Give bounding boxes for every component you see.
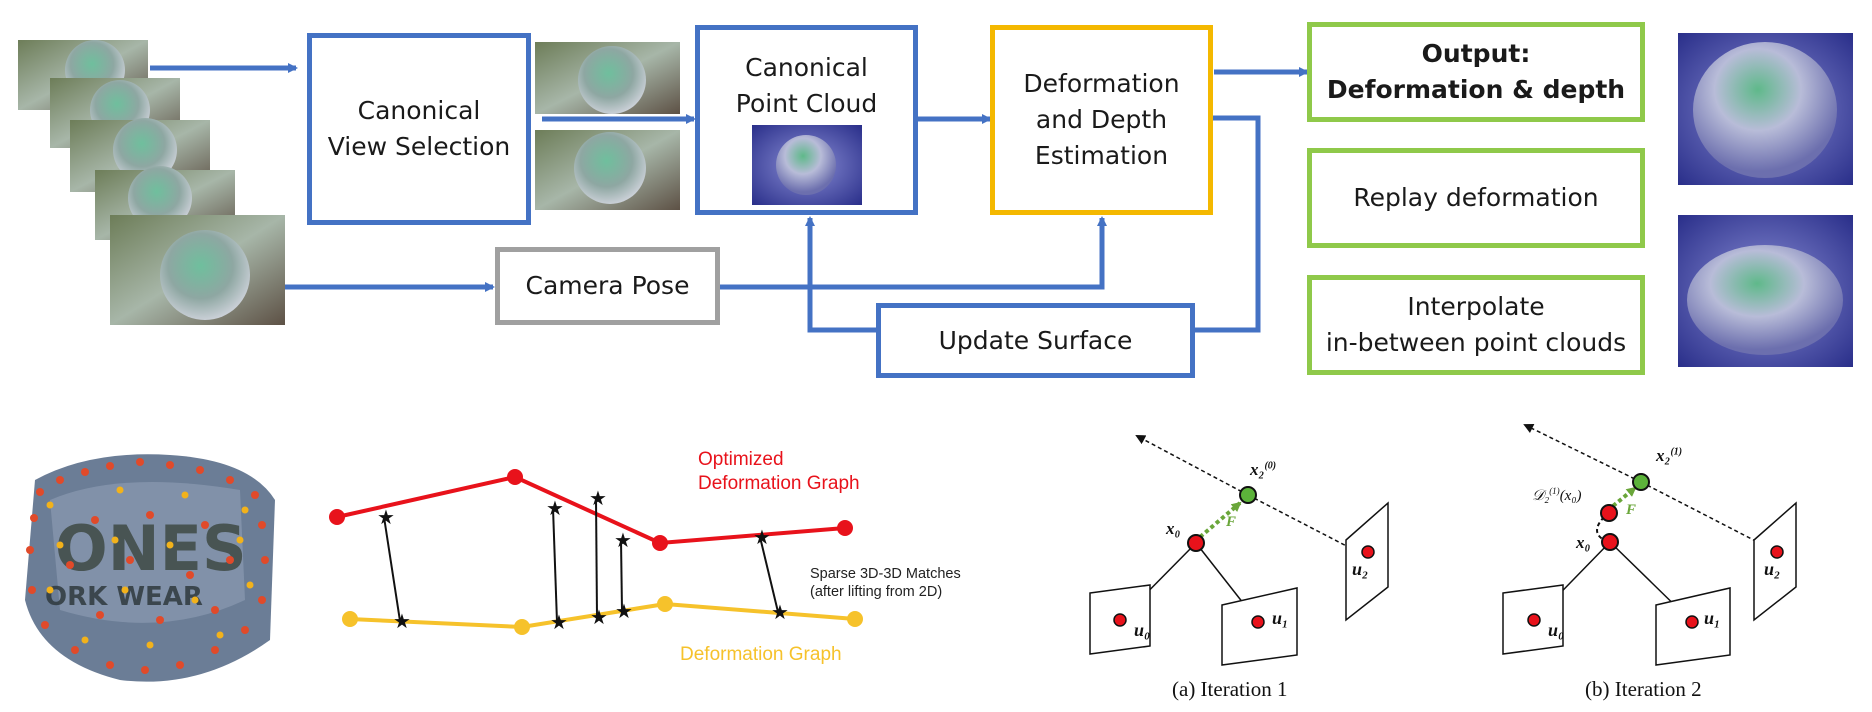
iteration-1-diagram — [1089, 435, 1389, 666]
svg-text:★: ★ — [393, 611, 411, 633]
iteration-2-F-label: F — [1626, 502, 1637, 518]
output-point-cloud-renders — [1678, 33, 1853, 367]
sparse-matches — [383, 497, 779, 623]
replay-deformation-box: Replay deformation — [1307, 148, 1645, 248]
iteration-2-u0-label: u₀ — [1548, 620, 1565, 640]
output-box: Output: Deformation & depth — [1307, 22, 1645, 122]
iteration-2-D-label: 𝒟₂(1)(x₀) — [1532, 486, 1582, 504]
iteration-1-caption: (a) Iteration 1 — [1172, 677, 1288, 701]
input-frames-stack — [18, 40, 285, 325]
matches-label: Sparse 3D-3D Matches (after lifting from… — [810, 566, 961, 600]
iteration-2-x0-label: x₀ — [1576, 533, 1591, 552]
iteration-2-diagram — [1502, 424, 1797, 666]
optimized-deformation-graph — [329, 469, 853, 551]
camera-pose-box: Camera Pose — [495, 247, 720, 325]
iteration-1-F-label: F — [1226, 514, 1237, 530]
svg-text:★: ★ — [550, 612, 568, 634]
canonical-view-selection-box: Canonical View Selection — [307, 33, 531, 225]
svg-text:★: ★ — [546, 498, 564, 520]
svg-text:ONES: ONES — [55, 512, 247, 585]
iteration-2-u1-label: u₁ — [1704, 608, 1721, 628]
iteration-1-x0-label: x₀ — [1166, 519, 1181, 538]
update-surface-box: Update Surface — [876, 303, 1195, 378]
iteration-1-u0-label: u₀ — [1134, 620, 1151, 640]
svg-text:★: ★ — [614, 530, 632, 552]
iteration-1-u1-label: u₁ — [1272, 608, 1289, 628]
selected-views-images — [535, 42, 680, 210]
iteration-2-caption: (b) Iteration 2 — [1585, 677, 1702, 701]
optimized-graph-label: Optimized Deformation Graph — [698, 449, 860, 494]
svg-text:★: ★ — [589, 488, 607, 510]
iteration-2-u2-label: u₂ — [1764, 559, 1781, 579]
match-stars: ★ ★ ★ ★ ★ ★ ★ ★ ★ ★ — [377, 488, 789, 634]
deformation-graph-label: Deformation Graph — [680, 644, 842, 665]
interpolate-box: Interpolate in-between point clouds — [1307, 275, 1645, 375]
fabric-point-cloud: ONES ORK WEAR — [25, 454, 275, 682]
deformation-graph — [342, 596, 863, 635]
svg-text:★: ★ — [753, 527, 771, 549]
deformation-depth-estimation-box: Deformation and Depth Estimation — [990, 25, 1213, 215]
canonical-point-cloud-label: Canonical Point Cloud — [735, 53, 878, 118]
svg-text:★: ★ — [590, 607, 608, 629]
iteration-1-u2-label: u₂ — [1352, 559, 1369, 579]
svg-text:★: ★ — [615, 601, 633, 623]
iteration-1-x2-label: x₂(0) — [1250, 460, 1277, 479]
svg-text:★: ★ — [771, 602, 789, 624]
svg-text:★: ★ — [377, 507, 395, 529]
iteration-2-x2-label: x₂(1) — [1656, 446, 1683, 465]
